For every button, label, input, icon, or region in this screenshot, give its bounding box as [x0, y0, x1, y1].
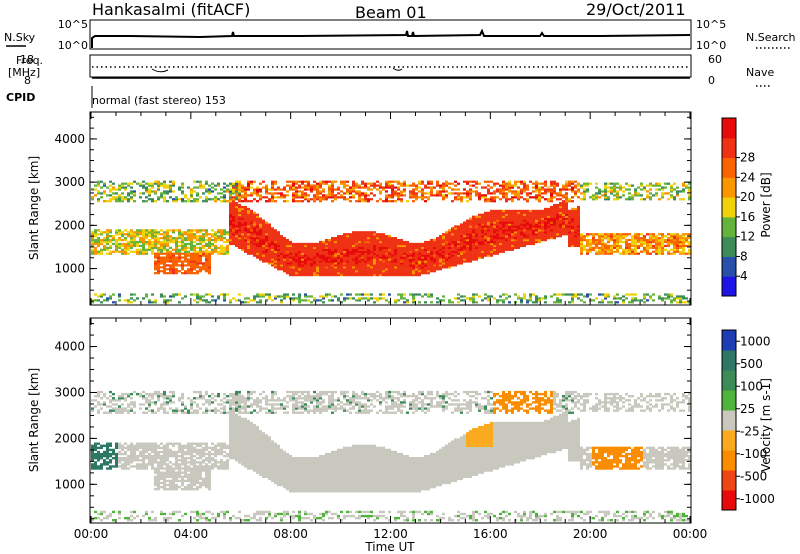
- colorbar-tick-label: 8: [740, 249, 748, 263]
- y-tick-label: 4000: [54, 340, 85, 354]
- colorbar-tick-label: 28: [740, 151, 755, 165]
- colorbar-tick-label: -500: [740, 469, 767, 483]
- nsearch-tick-bottom: 10^0: [696, 39, 726, 52]
- colorbar-swatch: [722, 157, 736, 178]
- freq-strip: Freq. [MHz] 18 8 60 0 Nave CPID normal (…: [6, 53, 774, 108]
- x-tick-label: 04:00: [174, 527, 209, 541]
- colorbar-tick-label: -100: [740, 447, 767, 461]
- y-tick-label: 1000: [54, 477, 85, 491]
- nave-label: Nave: [746, 66, 774, 79]
- colorbar-swatch: [722, 276, 736, 297]
- colorbar-swatch: [722, 236, 736, 257]
- velocity-y-ticks: 1000 2000 3000 4000: [54, 323, 691, 520]
- nsky-label: N.Sky: [4, 31, 36, 44]
- station-title: Hankasalmi (fitACF): [92, 0, 250, 19]
- colorbar-swatch: [722, 470, 736, 491]
- y-tick-label: 4000: [54, 132, 85, 146]
- colorbar-swatch: [722, 490, 736, 511]
- freq-tick-top: 18: [20, 53, 34, 66]
- colorbar-tick-label: 16: [740, 210, 755, 224]
- x-tick-label: 00:00: [74, 527, 109, 541]
- x-tick-label: 20:00: [573, 527, 608, 541]
- power-y-ticks: 1000 2000 3000 4000: [54, 116, 691, 302]
- colorbar-tick-label: -1000: [740, 492, 775, 506]
- colorbar-swatch: [722, 330, 736, 351]
- x-tick-label: 00:00: [673, 527, 708, 541]
- colorbar-swatch: [722, 410, 736, 431]
- freq-label-2: [MHz]: [8, 66, 40, 79]
- nave-tick-top: 60: [708, 53, 722, 66]
- y-tick-label: 3000: [54, 385, 85, 399]
- colorbar-swatch: [722, 177, 736, 198]
- colorbar-swatch: [722, 216, 736, 238]
- colorbar-tick-label: 25: [740, 402, 755, 416]
- colorbar-swatch: [722, 390, 736, 411]
- power-heatmap: [91, 180, 691, 304]
- power-colorbar: 4 8 12 16 20 24 28: [721, 117, 755, 297]
- colorbar-tick-label: 24: [740, 170, 755, 184]
- velocity-colorbar: 1000 500 100 25 -25 -100 -500 -1000: [721, 329, 775, 511]
- colorbar-tick-label: 100: [740, 379, 763, 393]
- colorbar-tick-label: 1000: [740, 334, 771, 348]
- velocity-colorbar-label: Velocity [m s-1]: [759, 378, 773, 472]
- colorbar-swatch: [722, 370, 736, 391]
- colorbar-tick-label: 500: [740, 357, 763, 371]
- nsearch-label: N.Search: [746, 31, 796, 44]
- y-tick-label: 3000: [54, 175, 85, 189]
- power-ylabel: Slant Range [km]: [27, 156, 41, 260]
- nsky-tick-bottom: 10^0: [58, 39, 88, 52]
- date-title: 29/Oct/2011: [586, 0, 686, 19]
- colorbar-tick-label: -25: [740, 424, 760, 438]
- power-x-ticks: [90, 112, 691, 305]
- y-tick-label: 1000: [54, 262, 85, 276]
- beam-title: Beam 01: [355, 3, 427, 22]
- nsky-tick-top: 10^5: [58, 18, 88, 31]
- colorbar-swatch: [722, 350, 736, 371]
- power-panel: 1000 2000 3000 4000 Slant Range [km] 4 8 12 16…: [27, 111, 773, 306]
- nsearch-tick-top: 10^5: [696, 18, 726, 31]
- x-axis-label: Time UT: [364, 540, 415, 554]
- x-tick-label: 12:00: [373, 527, 408, 541]
- x-tick-label: 08:00: [273, 527, 308, 541]
- freq-label-1: Freq.: [16, 54, 43, 67]
- colorbar-swatch: [722, 430, 736, 451]
- nave-tick-bottom: 0: [708, 74, 715, 87]
- colorbar-tick-label: 4: [740, 269, 748, 283]
- noise-strip: N.Sky 10^5 10^0 10^5 10^0 N.Search: [4, 18, 796, 52]
- velocity-ylabel: Slant Range [km]: [27, 368, 41, 472]
- colorbar-tick-label: 20: [740, 190, 755, 204]
- colorbar-swatch: [722, 450, 736, 471]
- colorbar-swatch: [722, 137, 736, 159]
- cpid-label: CPID: [6, 91, 35, 104]
- x-tick-label: 16:00: [473, 527, 508, 541]
- cpid-text: normal (fast stereo) 153: [92, 94, 226, 107]
- colorbar-tick-label: 12: [740, 230, 755, 244]
- y-tick-label: 2000: [54, 218, 85, 232]
- colorbar-swatch: [722, 256, 736, 277]
- velocity-heatmap: [91, 390, 691, 522]
- colorbar-swatch: [722, 118, 736, 139]
- colorbar-swatch: [722, 197, 736, 218]
- freq-tick-bottom: 8: [24, 74, 31, 87]
- velocity-panel: 1000 2000 3000 4000 00:00 04:00 08:00 12:00 16:…: [27, 317, 775, 541]
- nsky-series: [91, 28, 691, 48]
- velocity-x-ticks: 00:00 04:00 08:00 12:00 16:00 20:00 00:00: [74, 318, 708, 541]
- y-tick-label: 2000: [54, 431, 85, 445]
- power-colorbar-label: Power [dB]: [759, 172, 773, 237]
